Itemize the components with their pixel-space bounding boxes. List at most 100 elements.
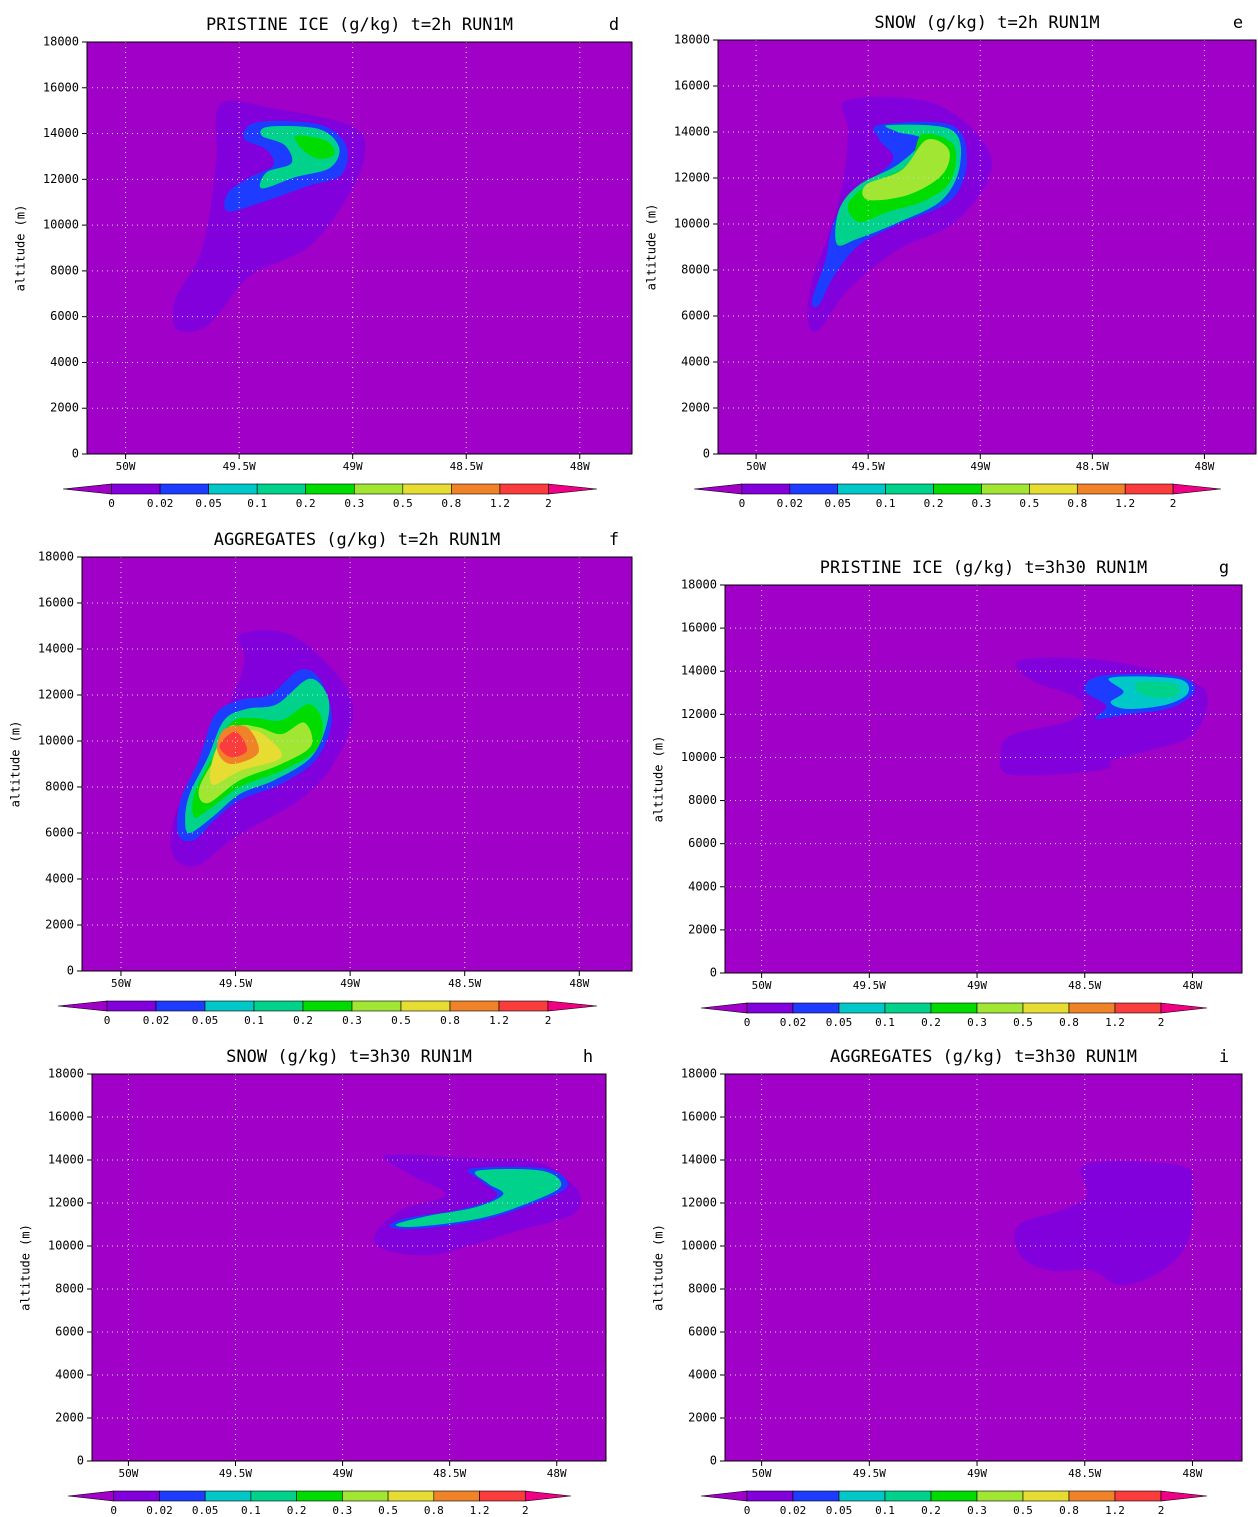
colorbar-triangle — [57, 1000, 108, 1012]
x-tick-label: 48.5W — [450, 460, 483, 473]
chart-title: SNOW (g/kg) t=3h30 RUN1M — [226, 1047, 472, 1067]
x-tick-label: 50W — [752, 1467, 772, 1480]
colorbar-label: 0.1 — [244, 1014, 264, 1027]
colorbar-triangle — [67, 1490, 115, 1502]
colorbar-box — [351, 1000, 402, 1012]
colorbar-box — [305, 483, 355, 495]
colorbar-box — [204, 1490, 252, 1502]
chart-title: PRISTINE ICE (g/kg) t=2h RUN1M — [206, 15, 513, 35]
y-tick-label: 10000 — [38, 734, 74, 748]
contours — [170, 630, 353, 867]
y-tick-label: 16000 — [681, 621, 717, 635]
x-tick-label: 49W — [333, 1467, 353, 1480]
x-tick-label: 50W — [111, 977, 131, 990]
y-tick-label: 12000 — [681, 1196, 717, 1210]
y-tick-label: 16000 — [681, 1110, 717, 1124]
y-tick-label: 8000 — [688, 1282, 717, 1296]
y-tick-label: 10000 — [674, 217, 710, 231]
x-tick-label: 49.5W — [223, 460, 256, 473]
colorbar-label: 0 — [744, 1504, 751, 1517]
colorbar-label: 0.8 — [441, 497, 461, 510]
colorbar-box — [451, 483, 501, 495]
x-tick-label: 48.5W — [1068, 979, 1101, 992]
y-tick-label: 14000 — [43, 126, 79, 140]
y-tick-label: 12000 — [48, 1196, 84, 1210]
y-axis-label: altitude (m) — [652, 736, 666, 823]
colorbar-label: 0.02 — [147, 497, 174, 510]
colorbar-box — [204, 1000, 255, 1012]
colorbar-box — [402, 483, 452, 495]
colorbar-box — [400, 1000, 451, 1012]
colorbar-label: 0.02 — [143, 1014, 170, 1027]
colorbar-label: 0.2 — [921, 1016, 941, 1029]
colorbar-label: 0.1 — [875, 1504, 895, 1517]
plot-background — [92, 1074, 606, 1461]
colorbar-box — [256, 483, 307, 495]
y-tick-label: 16000 — [48, 1110, 84, 1124]
colorbar-label: 0 — [108, 497, 115, 510]
colorbar-box — [746, 1002, 794, 1014]
colorbar-box — [933, 483, 982, 495]
y-tick-label: 18000 — [38, 550, 74, 564]
colorbar-box — [353, 483, 404, 495]
colorbar-box — [789, 483, 839, 495]
colorbar-label: 0.2 — [921, 1504, 941, 1517]
colorbar-label: 1.2 — [490, 497, 510, 510]
colorbar-box — [387, 1490, 435, 1502]
y-tick-label: 8000 — [681, 263, 710, 277]
colorbar-box — [884, 1490, 932, 1502]
colorbar-label: 0.05 — [826, 1504, 853, 1517]
colorbar-label: 0 — [104, 1014, 111, 1027]
y-tick-label: 8000 — [688, 793, 717, 807]
colorbar-box — [1068, 1002, 1116, 1014]
plot-frame — [724, 1073, 1243, 1462]
colorbar-label: 0.02 — [146, 1504, 173, 1517]
plot-frame — [717, 39, 1257, 455]
colorbar-box — [433, 1490, 480, 1502]
panel-label: d — [609, 15, 619, 35]
y-tick-label: 8000 — [50, 263, 79, 277]
colorbar-box — [155, 1000, 206, 1012]
colorbar-box — [741, 483, 791, 495]
contours — [999, 657, 1208, 776]
colorbar-box — [884, 1002, 932, 1014]
colorbar-box — [1068, 1490, 1116, 1502]
colorbar-label: 0.05 — [192, 1014, 219, 1027]
chart-title: AGGREGATES (g/kg) t=3h30 RUN1M — [830, 1047, 1137, 1067]
contours — [172, 100, 366, 332]
y-tick-label: 16000 — [674, 79, 710, 93]
panel-label: g — [1219, 558, 1229, 578]
y-tick-label: 4000 — [688, 879, 717, 893]
colorbar-label: 0.2 — [296, 497, 316, 510]
x-tick-label: 49W — [343, 460, 363, 473]
y-tick-label: 10000 — [43, 218, 79, 232]
x-tick-label: 50W — [116, 460, 136, 473]
colorbar-box — [1022, 1490, 1070, 1502]
y-tick-label: 18000 — [674, 33, 710, 47]
y-tick-label: 2000 — [688, 922, 717, 936]
colorbar-label: 2 — [522, 1504, 529, 1517]
x-tick-label: 48W — [570, 460, 590, 473]
y-tick-label: 4000 — [55, 1368, 84, 1382]
colorbar-label: 0.2 — [293, 1014, 313, 1027]
colorbar-label: 0.3 — [332, 1504, 352, 1517]
colorbar-box — [159, 1490, 206, 1502]
contour-fill — [1014, 1160, 1194, 1286]
contours — [373, 1154, 582, 1256]
colorbar-box — [296, 1490, 343, 1502]
colorbar-label: 0.02 — [780, 1504, 807, 1517]
plot-frame — [91, 1073, 607, 1462]
colorbar-label: 0 — [744, 1016, 751, 1029]
y-tick-label: 16000 — [43, 80, 79, 94]
panel: 50W 49.5W 49W 48.5W 48W 0 2000 4000 6000 8000 1000… — [652, 558, 1243, 1029]
colorbar-box — [838, 1002, 886, 1014]
x-tick-label: 48W — [1183, 979, 1203, 992]
colorbar-triangle — [700, 1490, 748, 1502]
y-tick-label: 0 — [710, 966, 717, 980]
plot-background — [718, 40, 1256, 454]
x-tick-label: 49.5W — [853, 979, 886, 992]
colorbar-label: 0.1 — [247, 497, 267, 510]
x-tick-label: 49.5W — [219, 977, 252, 990]
colorbar-box — [302, 1000, 353, 1012]
